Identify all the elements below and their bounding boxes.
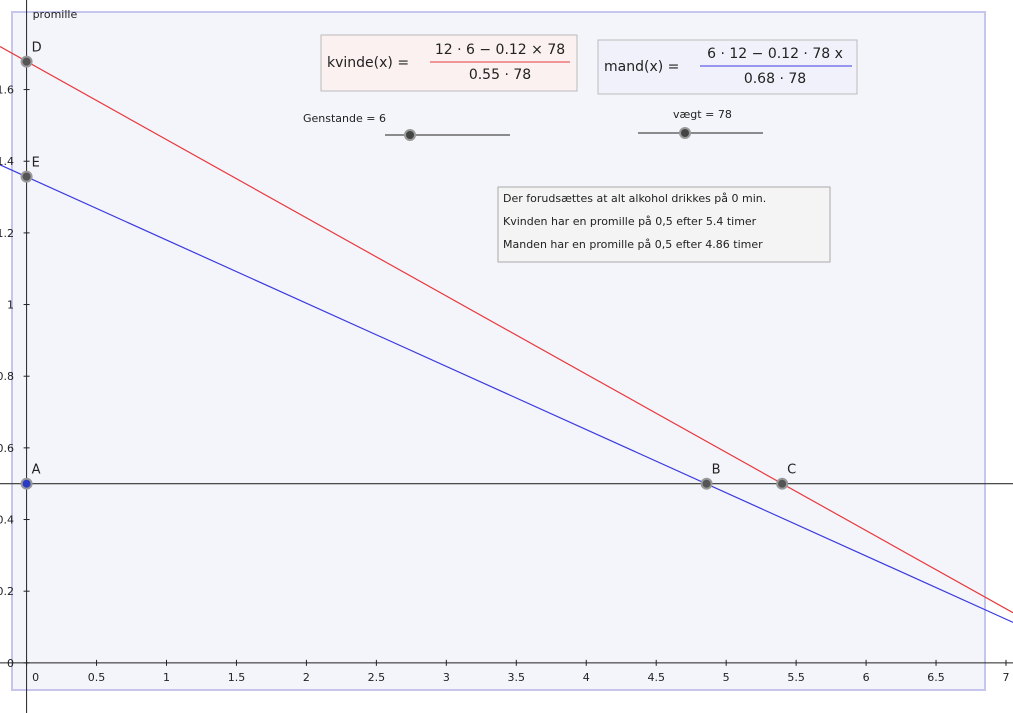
formula-mand: mand(x) = 6 · 12 − 0.12 · 78 x 0.68 · 78	[597, 39, 858, 95]
x-tick-label: 4.5	[647, 671, 665, 684]
formula-numerator: 12 · 6 − 0.12 × 78	[435, 42, 565, 58]
formula-denominator: 0.68 · 78	[744, 71, 806, 87]
point	[20, 477, 33, 490]
y-axis-label: promille	[33, 8, 78, 21]
point	[700, 477, 713, 490]
x-tick-label: 3.5	[508, 671, 526, 684]
point	[776, 477, 789, 490]
y-tick-label: 0.2	[0, 585, 14, 598]
y-tick-label: 0.8	[0, 370, 14, 383]
point-label: C	[787, 463, 796, 478]
x-tick-label: 4	[583, 671, 590, 684]
slider-label: vægt = 78	[673, 108, 732, 121]
point	[20, 170, 33, 183]
x-tick-label: 2.5	[368, 671, 386, 684]
y-tick-label: 1.2	[0, 227, 14, 240]
slider-knob[interactable]	[679, 127, 691, 139]
x-tick-label: 6.5	[927, 671, 945, 684]
note-box	[497, 186, 831, 263]
x-tick-label: 1.5	[228, 671, 246, 684]
point-label: B	[712, 463, 721, 478]
view-frame	[11, 11, 986, 691]
x-tick-label: 1	[163, 671, 170, 684]
x-tick-label: 2	[303, 671, 310, 684]
function-line	[0, 164, 1013, 623]
formula-kvinde: kvinde(x) = 12 · 6 − 0.12 × 78 0.55 · 78	[320, 34, 578, 92]
note: Der forudsættes at alt alkohol drikkes p…	[503, 192, 766, 205]
slider-label: Genstande = 6	[303, 112, 386, 125]
formula-lhs: kvinde(x) =	[327, 55, 409, 71]
point	[20, 55, 33, 68]
y-tick-label: 1.4	[0, 155, 14, 168]
y-tick-label: 0.4	[0, 514, 14, 527]
note: Manden har en promille på 0,5 efter 4.86…	[503, 238, 763, 251]
note: Kvinden har en promille på 0,5 efter 5.4…	[503, 215, 757, 228]
x-tick-label: 3	[443, 671, 450, 684]
y-tick-label: 1	[7, 299, 14, 312]
point-label: E	[32, 156, 40, 171]
formula-box	[320, 34, 578, 92]
y-tick-label: 0.6	[0, 442, 14, 455]
point-label: D	[32, 41, 42, 56]
formula-lhs: mand(x) =	[604, 59, 679, 75]
slider-knob[interactable]	[404, 129, 416, 141]
point-label: A	[32, 463, 41, 478]
x-tick-label: 5.5	[787, 671, 805, 684]
formula-denominator: 0.55 · 78	[469, 67, 531, 83]
x-tick-label: 5	[723, 671, 730, 684]
formula-numerator: 6 · 12 − 0.12 · 78 x	[707, 46, 843, 62]
x-tick-label: 0	[32, 671, 39, 684]
formula-box	[597, 39, 858, 95]
function-line	[0, 46, 1013, 614]
x-tick-label: 6	[863, 671, 870, 684]
x-tick-label: 0.5	[88, 671, 106, 684]
y-tick-label: 1.6	[0, 84, 14, 97]
x-tick-label: 7	[1003, 671, 1010, 684]
